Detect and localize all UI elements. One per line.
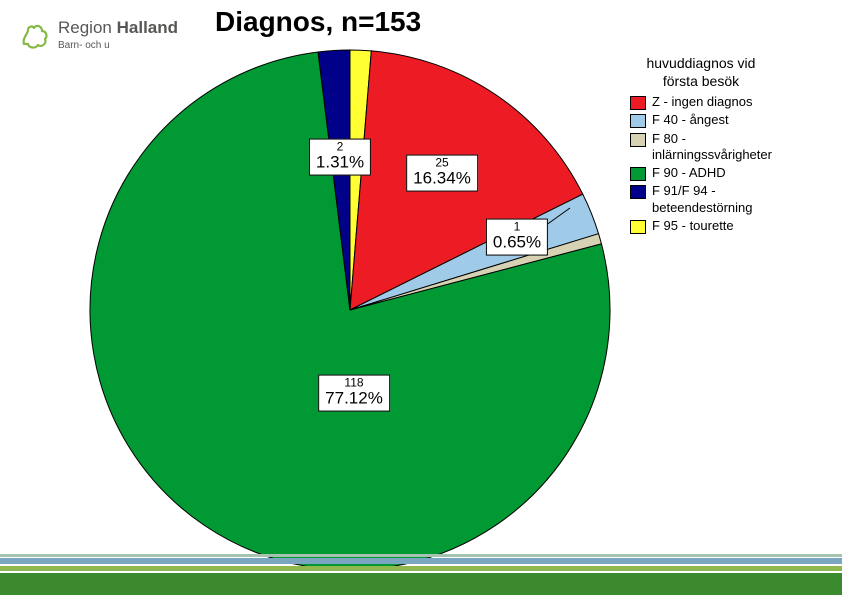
- legend-swatch: [630, 133, 646, 147]
- data-label-pct: 77.12%: [325, 390, 383, 409]
- data-label-pct: 1.31%: [316, 154, 364, 173]
- data-label-Z: 2516.34%: [406, 155, 478, 192]
- legend-swatch: [630, 185, 646, 199]
- legend-item-F91: F 91/F 94 - beteendestörning: [630, 183, 772, 216]
- legend-label: F 80 - inlärningssvårigheter: [652, 131, 772, 164]
- legend: huvuddiagnos vid första besök Z - ingen …: [630, 55, 772, 236]
- legend-item-F95: F 95 - tourette: [630, 218, 772, 234]
- data-label-F90: 11877.12%: [318, 375, 390, 412]
- legend-swatch: [630, 96, 646, 110]
- legend-item-F40: F 40 - ångest: [630, 112, 772, 128]
- legend-swatch: [630, 167, 646, 181]
- legend-label: F 40 - ångest: [652, 112, 729, 128]
- legend-label: Z - ingen diagnos: [652, 94, 752, 110]
- data-label-pct: 16.34%: [413, 170, 471, 189]
- legend-label: F 95 - tourette: [652, 218, 734, 234]
- legend-item-F80: F 80 - inlärningssvårigheter: [630, 131, 772, 164]
- data-label-F80: 10.65%: [486, 219, 548, 256]
- legend-title: huvuddiagnos vid första besök: [630, 55, 772, 90]
- legend-swatch: [630, 220, 646, 234]
- legend-swatch: [630, 114, 646, 128]
- data-label-pct: 0.65%: [493, 234, 541, 253]
- legend-label: F 90 - ADHD: [652, 165, 726, 181]
- data-label-F95: 21.31%: [309, 139, 371, 176]
- legend-item-Z: Z - ingen diagnos: [630, 94, 772, 110]
- legend-label: F 91/F 94 - beteendestörning: [652, 183, 752, 216]
- legend-item-F90: F 90 - ADHD: [630, 165, 772, 181]
